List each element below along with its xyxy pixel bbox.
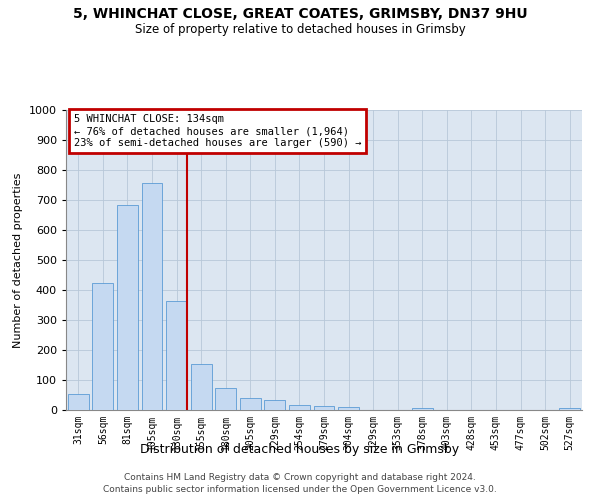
Text: Distribution of detached houses by size in Grimsby: Distribution of detached houses by size …: [140, 442, 460, 456]
Bar: [92, 282, 113, 410]
Bar: [68, 394, 89, 410]
Bar: [215, 388, 236, 410]
Bar: [338, 407, 359, 410]
Text: 5 WHINCHAT CLOSE: 134sqm
← 76% of detached houses are smaller (1,964)
23% of sem: 5 WHINCHAT CLOSE: 134sqm ← 76% of detach…: [74, 114, 361, 148]
Bar: [314, 406, 334, 410]
Text: Contains public sector information licensed under the Open Government Licence v3: Contains public sector information licen…: [103, 485, 497, 494]
Bar: [191, 364, 212, 410]
Bar: [240, 398, 261, 410]
Text: Size of property relative to detached houses in Grimsby: Size of property relative to detached ho…: [134, 22, 466, 36]
Text: Contains HM Land Registry data © Crown copyright and database right 2024.: Contains HM Land Registry data © Crown c…: [124, 472, 476, 482]
Bar: [142, 182, 163, 410]
Bar: [412, 408, 433, 410]
Bar: [559, 408, 580, 410]
Bar: [289, 404, 310, 410]
Y-axis label: Number of detached properties: Number of detached properties: [13, 172, 23, 348]
Bar: [166, 300, 187, 410]
Text: 5, WHINCHAT CLOSE, GREAT COATES, GRIMSBY, DN37 9HU: 5, WHINCHAT CLOSE, GREAT COATES, GRIMSBY…: [73, 8, 527, 22]
Bar: [117, 204, 138, 410]
Bar: [265, 400, 286, 410]
